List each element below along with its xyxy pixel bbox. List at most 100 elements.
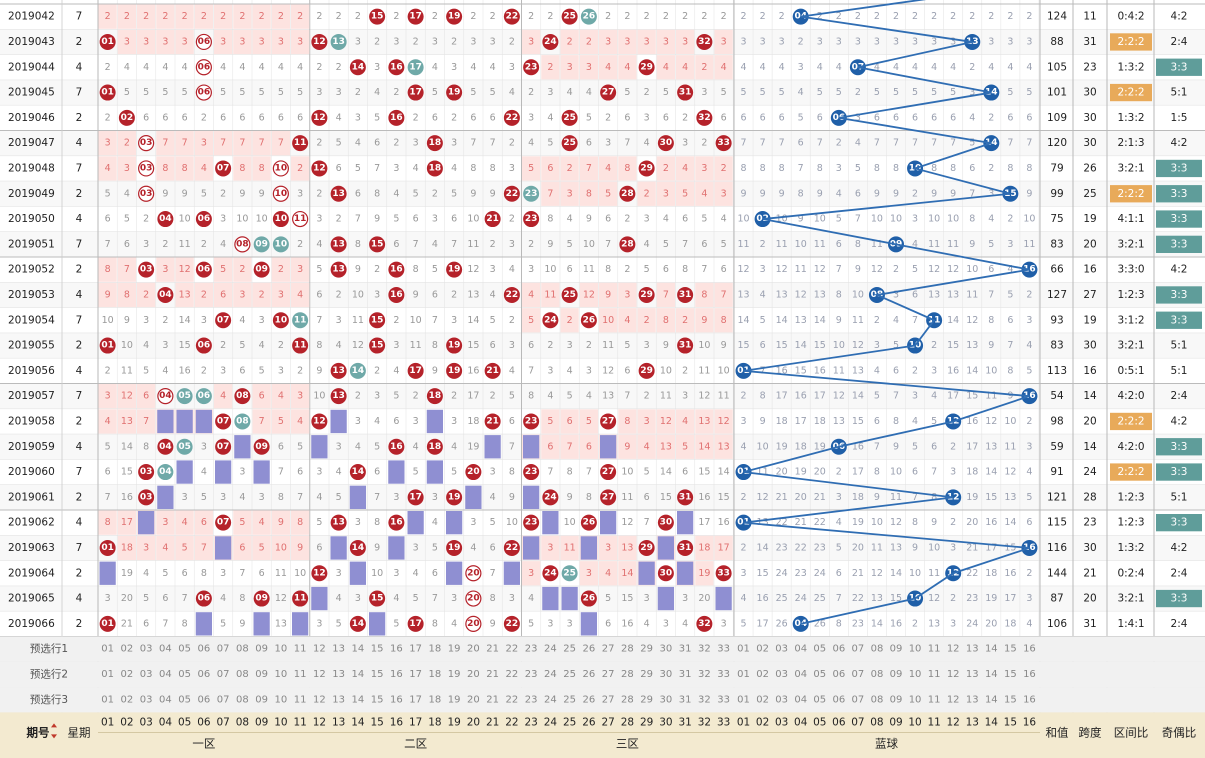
- preselect-red-number[interactable]: 01: [101, 694, 114, 705]
- preselect-red-number[interactable]: 11: [294, 669, 307, 680]
- preselect-red-number[interactable]: 31: [679, 694, 692, 705]
- preselect-blue-number[interactable]: 13: [966, 669, 979, 680]
- preselect-red-number[interactable]: 27: [602, 669, 615, 680]
- preselect-red-number[interactable]: 19: [448, 644, 461, 655]
- preselect-red-number[interactable]: 12: [313, 644, 326, 655]
- preselect-blue-number[interactable]: 11: [928, 644, 941, 655]
- preselect-red-number[interactable]: 31: [679, 644, 692, 655]
- preselect-red-number[interactable]: 13: [332, 644, 345, 655]
- preselect-red-number[interactable]: 20: [467, 669, 480, 680]
- preselect-blue-number[interactable]: 01: [737, 669, 750, 680]
- preselect-red-number[interactable]: 03: [140, 669, 153, 680]
- preselect-blue-number[interactable]: 09: [890, 669, 903, 680]
- preselect-red-number[interactable]: 25: [563, 644, 576, 655]
- preselect-red-number[interactable]: 21: [486, 669, 499, 680]
- preselect-red-number[interactable]: 01: [101, 644, 114, 655]
- preselect-blue-number[interactable]: 07: [852, 694, 865, 705]
- preselect-blue-number[interactable]: 06: [832, 669, 845, 680]
- preselect-red-number[interactable]: 14: [352, 669, 365, 680]
- preselect-red-number[interactable]: 26: [583, 694, 596, 705]
- preselect-red-number[interactable]: 03: [140, 644, 153, 655]
- preselect-red-number[interactable]: 23: [525, 644, 538, 655]
- preselect-red-number[interactable]: 08: [236, 669, 249, 680]
- preselect-red-number[interactable]: 29: [640, 644, 653, 655]
- preselect-blue-number[interactable]: 03: [775, 644, 788, 655]
- preselect-red-number[interactable]: 12: [313, 669, 326, 680]
- preselect-red-number[interactable]: 15: [371, 694, 384, 705]
- preselect-red-number[interactable]: 30: [660, 669, 673, 680]
- preselect-red-number[interactable]: 03: [140, 694, 153, 705]
- preselect-blue-number[interactable]: 15: [1004, 694, 1017, 705]
- preselect-red-number[interactable]: 32: [698, 669, 711, 680]
- preselect-blue-number[interactable]: 07: [852, 644, 865, 655]
- preselect-blue-number[interactable]: 04: [794, 644, 807, 655]
- preselect-red-number[interactable]: 06: [198, 694, 211, 705]
- preselect-blue-number[interactable]: 15: [1004, 644, 1017, 655]
- preselect-blue-number[interactable]: 16: [1023, 669, 1036, 680]
- preselect-red-number[interactable]: 30: [660, 644, 673, 655]
- preselect-red-number[interactable]: 25: [563, 669, 576, 680]
- preselect-red-number[interactable]: 31: [679, 669, 692, 680]
- preselect-red-number[interactable]: 10: [275, 694, 288, 705]
- preselect-red-number[interactable]: 33: [717, 644, 730, 655]
- preselect-blue-number[interactable]: 08: [871, 669, 884, 680]
- preselect-blue-number[interactable]: 05: [813, 694, 826, 705]
- preselect-red-number[interactable]: 11: [294, 644, 307, 655]
- preselect-red-number[interactable]: 25: [563, 694, 576, 705]
- preselect-blue-number[interactable]: 08: [871, 694, 884, 705]
- preselect-red-number[interactable]: 23: [525, 694, 538, 705]
- preselect-blue-number[interactable]: 11: [928, 669, 941, 680]
- preselect-blue-number[interactable]: 03: [775, 669, 788, 680]
- preselect-red-number[interactable]: 28: [621, 644, 634, 655]
- preselect-red-number[interactable]: 08: [236, 694, 249, 705]
- preselect-red-number[interactable]: 06: [198, 669, 211, 680]
- preselect-blue-number[interactable]: 13: [966, 644, 979, 655]
- preselect-red-number[interactable]: 21: [486, 694, 499, 705]
- preselect-blue-number[interactable]: 12: [947, 694, 960, 705]
- preselect-blue-number[interactable]: 14: [985, 644, 998, 655]
- preselect-red-number[interactable]: 26: [583, 669, 596, 680]
- preselect-row[interactable]: [0, 661, 1205, 688]
- preselect-red-number[interactable]: 22: [506, 694, 519, 705]
- preselect-blue-number[interactable]: 04: [794, 694, 807, 705]
- preselect-blue-number[interactable]: 09: [890, 694, 903, 705]
- preselect-blue-number[interactable]: 09: [890, 644, 903, 655]
- preselect-blue-number[interactable]: 10: [909, 694, 922, 705]
- preselect-red-number[interactable]: 17: [409, 644, 422, 655]
- preselect-red-number[interactable]: 22: [506, 669, 519, 680]
- preselect-red-number[interactable]: 11: [294, 694, 307, 705]
- preselect-red-number[interactable]: 15: [371, 644, 384, 655]
- preselect-blue-number[interactable]: 10: [909, 669, 922, 680]
- preselect-blue-number[interactable]: 07: [852, 669, 865, 680]
- preselect-blue-number[interactable]: 01: [737, 644, 750, 655]
- preselect-red-number[interactable]: 20: [467, 694, 480, 705]
- preselect-blue-number[interactable]: 02: [756, 694, 769, 705]
- preselect-red-number[interactable]: 16: [390, 644, 403, 655]
- preselect-red-number[interactable]: 12: [313, 694, 326, 705]
- preselect-red-number[interactable]: 30: [660, 694, 673, 705]
- preselect-blue-number[interactable]: 01: [737, 694, 750, 705]
- preselect-red-number[interactable]: 04: [159, 669, 172, 680]
- preselect-blue-number[interactable]: 11: [928, 694, 941, 705]
- preselect-red-number[interactable]: 27: [602, 694, 615, 705]
- preselect-row[interactable]: [0, 636, 1205, 662]
- preselect-red-number[interactable]: 22: [506, 644, 519, 655]
- preselect-red-number[interactable]: 04: [159, 694, 172, 705]
- preselect-red-number[interactable]: 32: [698, 694, 711, 705]
- preselect-red-number[interactable]: 07: [217, 669, 230, 680]
- preselect-red-number[interactable]: 18: [429, 694, 442, 705]
- preselect-red-number[interactable]: 06: [198, 644, 211, 655]
- preselect-red-number[interactable]: 05: [178, 644, 191, 655]
- preselect-red-number[interactable]: 09: [255, 669, 268, 680]
- sort-arrows-icon[interactable]: [51, 723, 57, 739]
- preselect-red-number[interactable]: 19: [448, 694, 461, 705]
- preselect-red-number[interactable]: 18: [429, 669, 442, 680]
- preselect-red-number[interactable]: 10: [275, 644, 288, 655]
- preselect-red-number[interactable]: 16: [390, 669, 403, 680]
- preselect-blue-number[interactable]: 06: [832, 644, 845, 655]
- preselect-red-number[interactable]: 10: [275, 669, 288, 680]
- preselect-red-number[interactable]: 26: [583, 644, 596, 655]
- preselect-blue-number[interactable]: 13: [966, 694, 979, 705]
- preselect-red-number[interactable]: 29: [640, 694, 653, 705]
- preselect-blue-number[interactable]: 05: [813, 669, 826, 680]
